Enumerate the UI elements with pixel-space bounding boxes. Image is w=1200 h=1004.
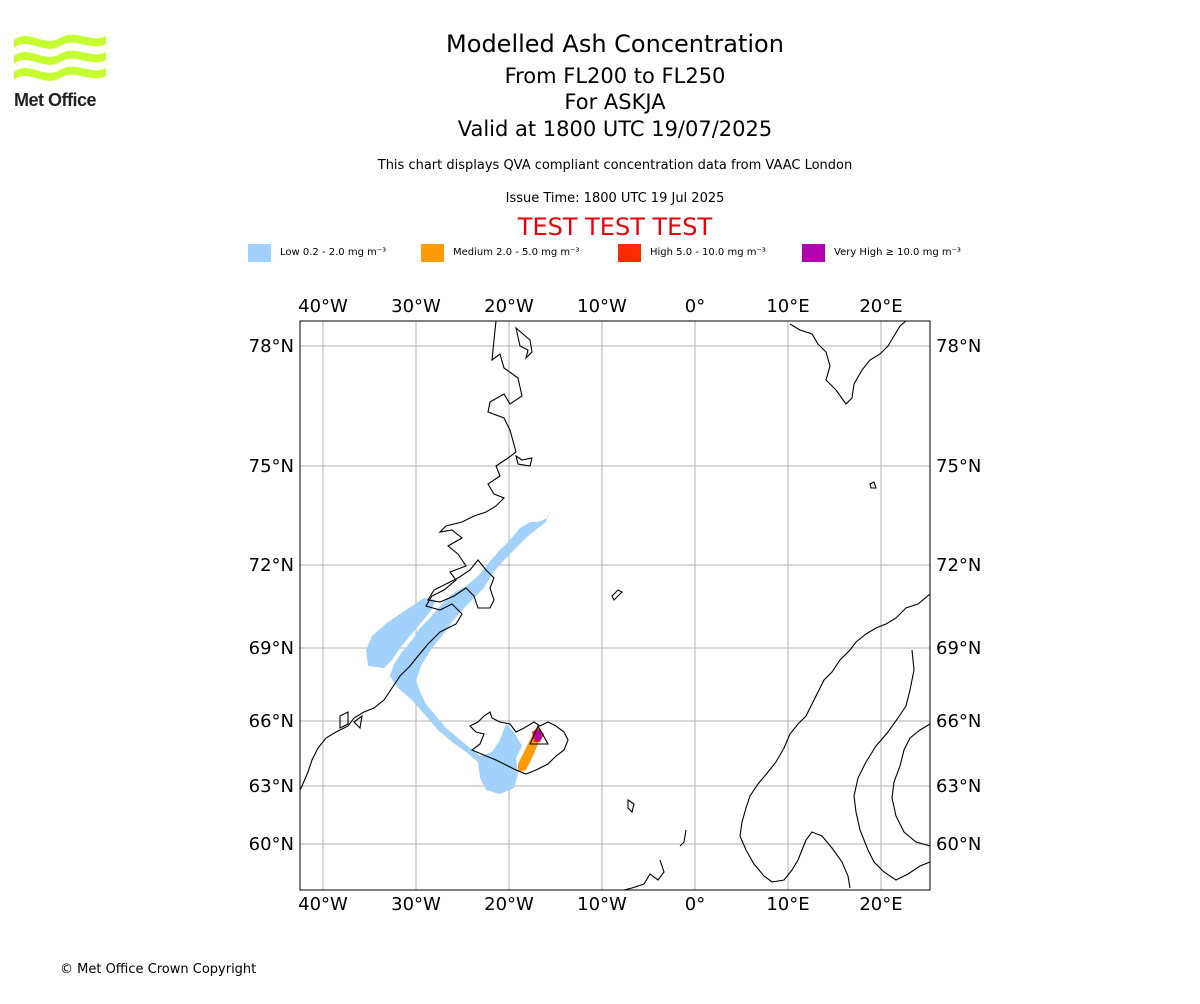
lat-label: 63°N	[249, 776, 294, 797]
lon-label: 30°W	[391, 894, 441, 915]
lon-label: 0°	[685, 296, 705, 317]
coastlines	[300, 321, 930, 890]
coastline-scandinavia	[739, 593, 930, 889]
lon-label: 10°W	[577, 296, 627, 317]
chart-description: This chart displays QVA compliant concen…	[377, 158, 853, 173]
lat-label: 75°N	[936, 456, 981, 477]
lon-label: 30°W	[391, 296, 441, 317]
coastline-faroe	[627, 798, 635, 814]
volcano-marker	[529, 724, 549, 745]
ash-area-low-west	[366, 598, 436, 668]
met-office-logo: Met Office	[14, 30, 106, 112]
coastline-baltic	[891, 723, 930, 847]
legend-label-very-high: Very High ≥ 10.0 mg m⁻³	[834, 247, 961, 258]
lat-label: 60°N	[936, 834, 981, 855]
map-frame	[299, 320, 931, 891]
coastline-bear-island	[869, 481, 877, 489]
legend-label-high: High 5.0 - 10.0 mg m⁻³	[650, 247, 766, 258]
legend-swatch-medium	[421, 244, 444, 262]
coastline-sweden-finland	[853, 649, 930, 881]
lat-label: 69°N	[249, 638, 294, 659]
lat-label: 75°N	[249, 456, 294, 477]
coastline-greenland-3	[515, 454, 533, 467]
lat-label: 72°N	[936, 555, 981, 576]
lon-label: 40°W	[298, 296, 348, 317]
legend-swatch-very-high	[802, 244, 825, 262]
coastline-greenland	[300, 321, 523, 791]
coastline-greenland-2	[427, 559, 495, 609]
lon-label: 10°E	[766, 894, 809, 915]
lat-labels-right: 78°N 75°N 72°N 69°N 66°N 63°N 60°N	[936, 336, 981, 855]
coastline-greenland-4	[515, 326, 533, 360]
met-office-wave-icon	[14, 34, 106, 81]
logo-text: Met Office	[14, 90, 97, 110]
lon-labels-top: 40°W 30°W 20°W 10°W 0° 10°E 20°E	[298, 296, 902, 317]
lon-label: 20°W	[484, 894, 534, 915]
lon-label: 40°W	[298, 894, 348, 915]
lat-label: 78°N	[936, 336, 981, 357]
lon-label: 20°W	[484, 296, 534, 317]
lon-labels-bottom: 40°W 30°W 20°W 10°W 0° 10°E 20°E	[298, 894, 902, 915]
coastline-svalbard	[789, 321, 907, 405]
coastline-iceland	[469, 711, 569, 775]
lat-label: 69°N	[936, 638, 981, 659]
chart-title: Modelled Ash Concentration	[446, 30, 784, 58]
coastline-greenland-5	[339, 711, 363, 730]
legend-label-medium: Medium 2.0 - 5.0 mg m⁻³	[453, 247, 580, 258]
lat-label: 66°N	[936, 711, 981, 732]
flight-levels: From FL200 to FL250	[504, 64, 726, 88]
legend-label-low: Low 0.2 - 2.0 mg m⁻³	[280, 247, 387, 258]
ash-area-very-high	[534, 730, 542, 742]
lat-labels-left: 78°N 75°N 72°N 69°N 66°N 63°N 60°N	[249, 336, 294, 855]
lon-label: 0°	[685, 894, 705, 915]
lon-label: 10°W	[577, 894, 627, 915]
volcano-name: For ASKJA	[564, 90, 666, 114]
lat-label: 78°N	[249, 336, 294, 357]
coastline-jan-mayen	[611, 589, 623, 601]
issue-time: Issue Time: 1800 UTC 19 Jul 2025	[505, 191, 725, 206]
lat-label: 66°N	[249, 711, 294, 732]
valid-time: Valid at 1800 UTC 19/07/2025	[457, 117, 773, 141]
legend-swatch-low	[248, 244, 271, 262]
copyright: © Met Office Crown Copyright	[60, 962, 257, 977]
gridlines	[300, 321, 930, 890]
coastline-uk-north	[623, 829, 687, 890]
lon-label: 20°E	[859, 296, 902, 317]
legend-swatch-high	[618, 244, 641, 262]
lat-label: 72°N	[249, 555, 294, 576]
test-banner: TEST TEST TEST	[517, 213, 713, 241]
lat-label: 60°N	[249, 834, 294, 855]
lat-label: 63°N	[936, 776, 981, 797]
lon-label: 10°E	[766, 296, 809, 317]
lon-label: 20°E	[859, 894, 902, 915]
